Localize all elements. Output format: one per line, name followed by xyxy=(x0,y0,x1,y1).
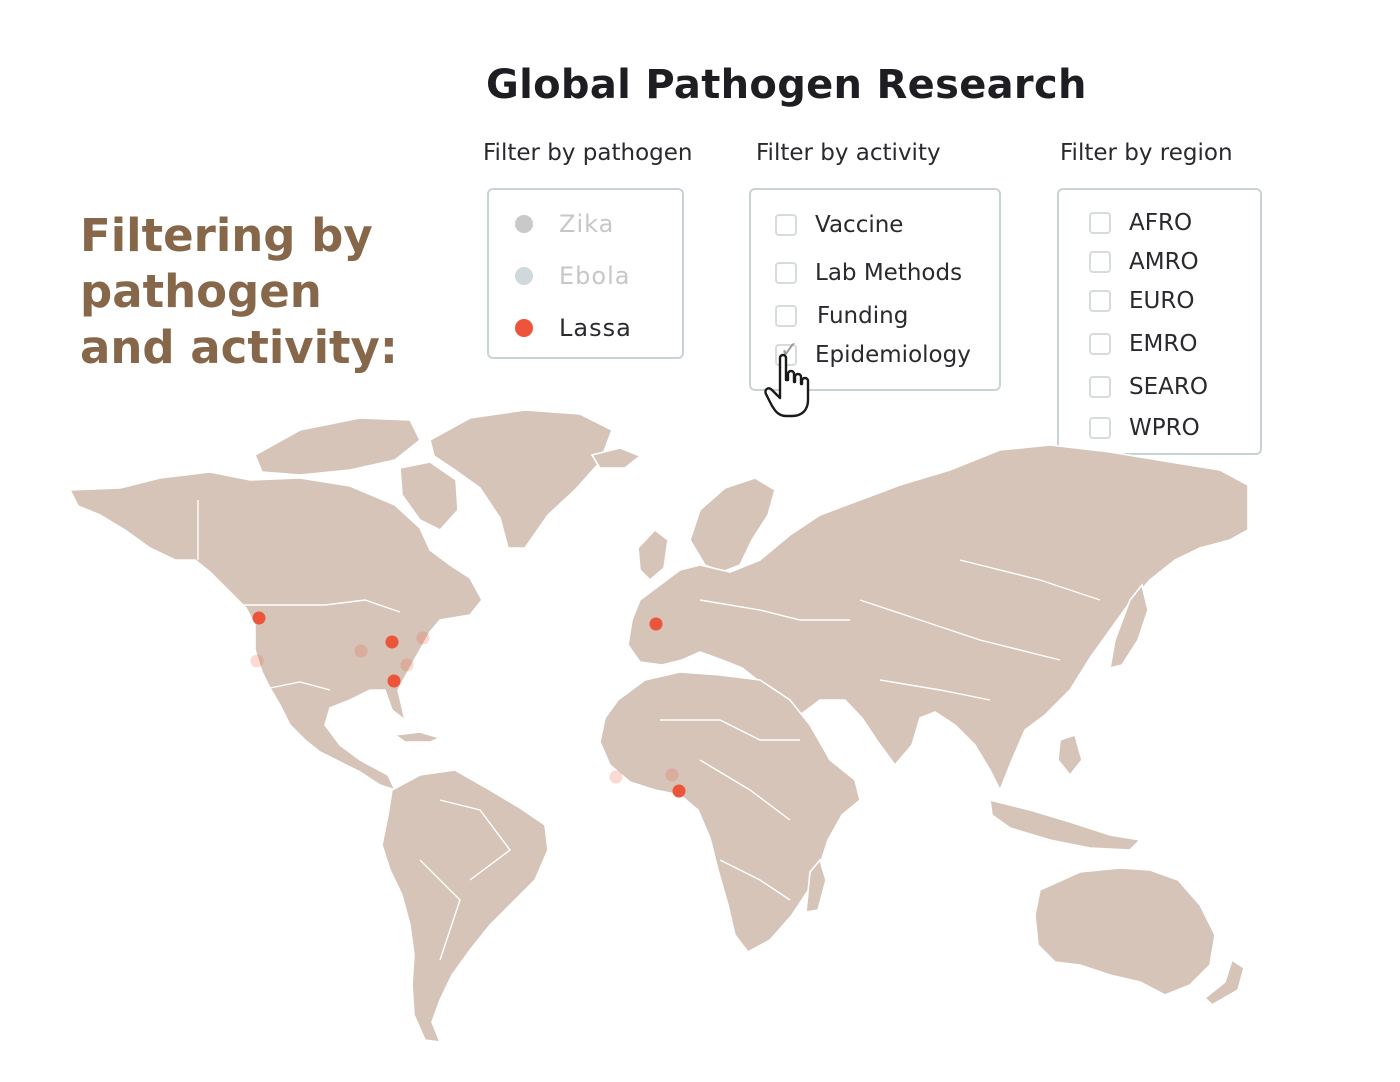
region-checkbox[interactable] xyxy=(1089,333,1111,355)
map-marker[interactable] xyxy=(609,770,623,784)
region-option-label: EMRO xyxy=(1129,331,1198,357)
map-marker[interactable] xyxy=(385,635,399,649)
pathogen-color-dot xyxy=(515,215,533,233)
region-checkbox[interactable] xyxy=(1089,376,1111,398)
map-marker[interactable] xyxy=(665,768,679,782)
map-marker[interactable] xyxy=(400,658,414,672)
pathogen-option-zika[interactable]: Zika xyxy=(515,210,614,238)
land-south-america xyxy=(381,769,549,1043)
land-north-america xyxy=(68,471,483,792)
pathogen-option-ebola[interactable]: Ebola xyxy=(515,262,630,290)
pathogen-option-lassa[interactable]: Lassa xyxy=(515,314,632,342)
country-borders xyxy=(190,500,1101,961)
world-map xyxy=(68,409,1249,1043)
region-checkbox[interactable] xyxy=(1089,417,1111,439)
land-arctic-islands xyxy=(253,417,422,476)
activity-option-label: Funding xyxy=(817,303,909,329)
activity-option-lab-methods[interactable]: Lab Methods xyxy=(775,260,962,286)
region-option-amro[interactable]: AMRO xyxy=(1089,249,1199,275)
land-philippines xyxy=(1057,733,1083,777)
region-checkbox[interactable] xyxy=(1089,290,1111,312)
land-caribbean xyxy=(392,731,443,743)
map-marker[interactable] xyxy=(649,617,663,631)
pathogen-option-label: Zika xyxy=(559,210,615,238)
land-baffin-island xyxy=(399,461,459,531)
land-masses xyxy=(68,409,1249,1043)
region-option-afro[interactable]: AFRO xyxy=(1089,210,1192,236)
hand-pointer-icon xyxy=(764,353,810,418)
pathogen-filter-panel: Zika Ebola Lassa xyxy=(487,188,684,359)
activity-option-label: Epidemiology xyxy=(815,342,971,368)
region-filter-panel: AFRO AMRO EURO EMRO SEARO WPRO xyxy=(1057,188,1262,455)
pathogen-color-dot xyxy=(515,319,533,337)
region-option-euro[interactable]: EURO xyxy=(1089,288,1194,314)
research-markers xyxy=(250,611,686,798)
region-option-label: AFRO xyxy=(1129,210,1193,236)
pathogen-option-label: Ebola xyxy=(559,262,631,290)
region-filter-label: Filter by region xyxy=(1060,140,1233,166)
region-option-wpro[interactable]: WPRO xyxy=(1089,415,1200,441)
activity-checkbox[interactable] xyxy=(775,214,797,236)
activity-option-label: Vaccine xyxy=(815,212,904,238)
pathogen-filter-label: Filter by pathogen xyxy=(483,140,693,166)
region-option-label: WPRO xyxy=(1129,415,1200,441)
map-marker[interactable] xyxy=(250,654,264,668)
activity-option-epidemiology[interactable]: ✓ Epidemiology xyxy=(775,340,971,368)
annotation-text: Filtering by pathogen and activity: xyxy=(80,209,398,374)
page-title: Global Pathogen Research xyxy=(486,62,1087,108)
land-eurasia xyxy=(627,444,1249,792)
region-checkbox[interactable] xyxy=(1089,212,1111,234)
land-madagascar xyxy=(805,858,827,913)
activity-checkbox[interactable] xyxy=(775,262,797,284)
land-iceland xyxy=(590,447,642,469)
map-marker[interactable] xyxy=(387,674,401,688)
activity-filter-label: Filter by activity xyxy=(756,140,941,166)
land-japan xyxy=(1108,583,1149,670)
map-marker[interactable] xyxy=(252,611,266,625)
land-new-zealand xyxy=(1203,958,1245,1006)
region-option-label: AMRO xyxy=(1129,249,1199,275)
region-option-label: EURO xyxy=(1129,288,1195,314)
land-australia xyxy=(1034,867,1216,996)
region-checkbox[interactable] xyxy=(1089,251,1111,273)
map-marker[interactable] xyxy=(672,784,686,798)
map-marker[interactable] xyxy=(354,644,368,658)
activity-filter-panel: Vaccine Lab Methods Funding ✓ Epidemiolo… xyxy=(749,188,1001,391)
region-option-searo[interactable]: SEARO xyxy=(1089,374,1208,400)
land-indonesia xyxy=(989,798,1142,851)
land-greenland xyxy=(429,409,614,549)
activity-option-funding[interactable]: Funding xyxy=(775,303,908,329)
pathogen-option-label: Lassa xyxy=(559,314,632,342)
land-uk xyxy=(637,528,669,582)
activity-checkbox[interactable] xyxy=(775,305,797,327)
region-option-emro[interactable]: EMRO xyxy=(1089,331,1197,357)
land-africa xyxy=(599,671,861,954)
map-marker[interactable] xyxy=(416,631,430,645)
activity-option-label: Lab Methods xyxy=(815,260,963,286)
pathogen-color-dot xyxy=(515,267,533,285)
activity-option-vaccine[interactable]: Vaccine xyxy=(775,212,903,238)
region-option-label: SEARO xyxy=(1129,374,1208,400)
